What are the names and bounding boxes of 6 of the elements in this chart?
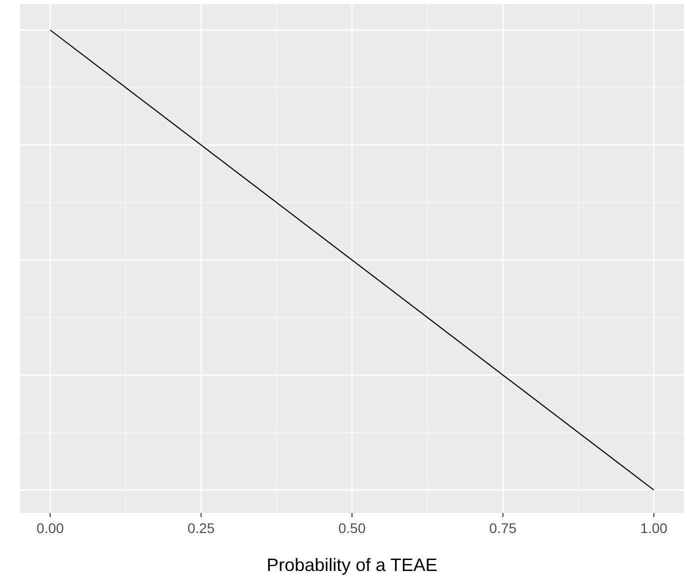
x-axis-title: Probability of a TEAE <box>266 555 438 575</box>
x-tick-label: 0.50 <box>338 520 366 536</box>
x-tick-label: 1.00 <box>640 520 668 536</box>
x-tick-label: 0.25 <box>187 520 215 536</box>
x-tick-label: 0.00 <box>36 520 64 536</box>
x-tick-label: 0.75 <box>489 520 517 536</box>
